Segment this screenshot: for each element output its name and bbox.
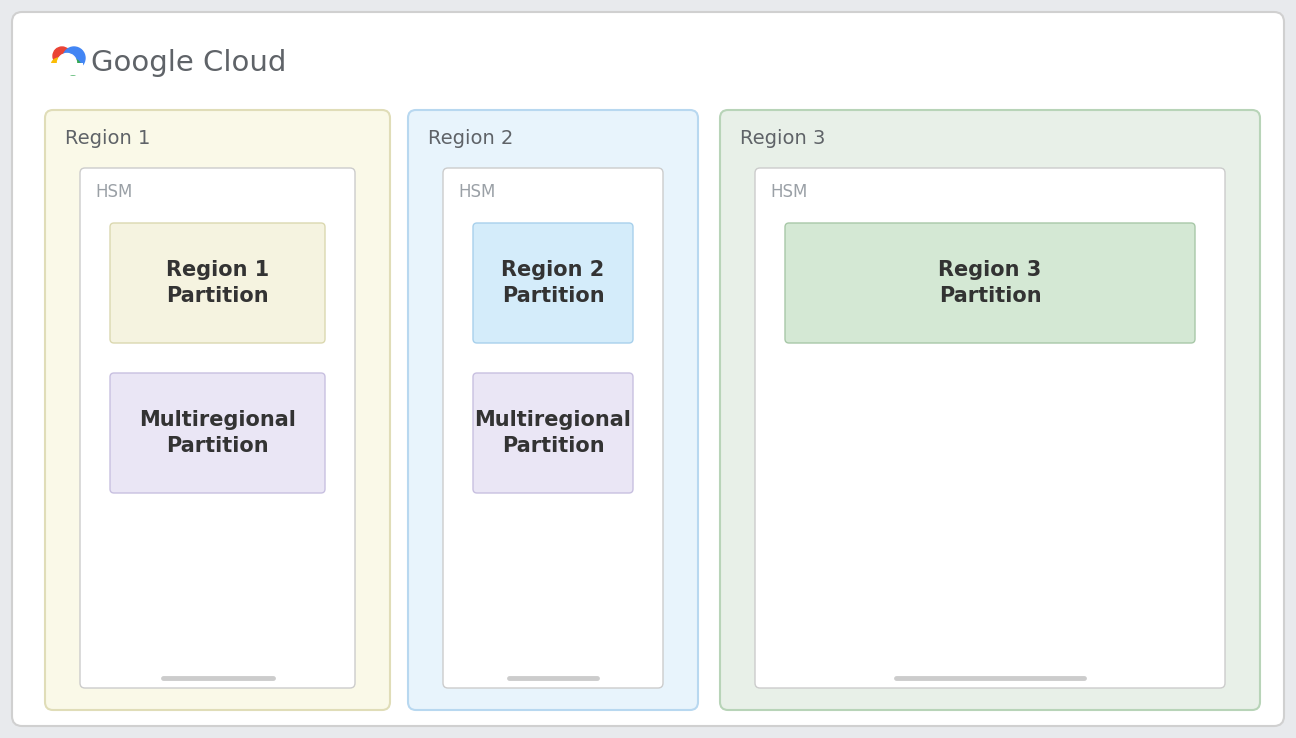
FancyBboxPatch shape	[756, 168, 1225, 688]
Text: Region 1
Partition: Region 1 Partition	[166, 260, 270, 306]
Text: Region 3: Region 3	[740, 128, 826, 148]
Text: HSM: HSM	[770, 183, 807, 201]
FancyBboxPatch shape	[12, 12, 1284, 726]
FancyBboxPatch shape	[45, 110, 390, 710]
Text: Multiregional
Partition: Multiregional Partition	[474, 410, 631, 456]
Text: Region 2
Partition: Region 2 Partition	[502, 260, 605, 306]
FancyBboxPatch shape	[110, 373, 325, 493]
Circle shape	[51, 58, 67, 74]
Circle shape	[64, 47, 86, 69]
FancyBboxPatch shape	[408, 110, 699, 710]
Text: HSM: HSM	[457, 183, 495, 201]
FancyBboxPatch shape	[110, 223, 325, 343]
Circle shape	[53, 47, 71, 65]
FancyBboxPatch shape	[443, 168, 664, 688]
FancyBboxPatch shape	[80, 168, 355, 688]
Text: Multiregional
Partition: Multiregional Partition	[139, 410, 295, 456]
FancyBboxPatch shape	[49, 63, 83, 75]
FancyBboxPatch shape	[473, 223, 632, 343]
Text: Region 2: Region 2	[428, 128, 513, 148]
Circle shape	[57, 53, 76, 72]
Text: Region 3
Partition: Region 3 Partition	[938, 260, 1042, 306]
FancyBboxPatch shape	[473, 373, 632, 493]
Text: Google Cloud: Google Cloud	[91, 49, 286, 77]
Circle shape	[65, 59, 80, 75]
FancyBboxPatch shape	[721, 110, 1260, 710]
Text: Region 1: Region 1	[65, 128, 150, 148]
FancyBboxPatch shape	[785, 223, 1195, 343]
Text: HSM: HSM	[95, 183, 132, 201]
